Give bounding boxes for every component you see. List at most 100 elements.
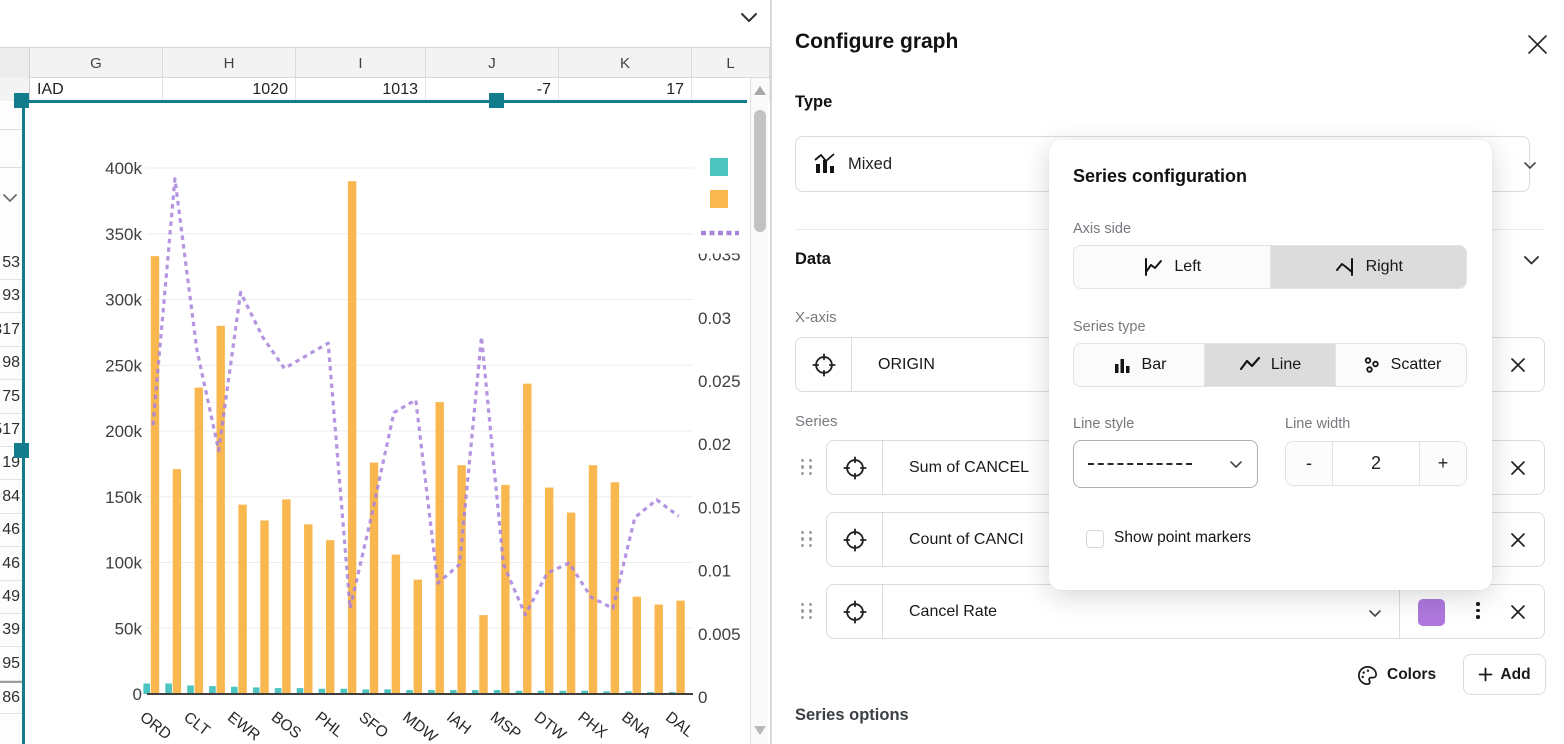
bar-orange[interactable] xyxy=(501,484,510,694)
bar-orange[interactable] xyxy=(216,325,225,694)
bar-orange[interactable] xyxy=(523,383,532,694)
bar-orange[interactable] xyxy=(632,596,641,694)
bar-orange[interactable] xyxy=(479,615,488,694)
sheet-cell[interactable]: -7 xyxy=(426,78,559,101)
column-header-I[interactable]: I xyxy=(296,48,426,78)
bar-teal[interactable] xyxy=(231,686,238,694)
bar-teal[interactable] xyxy=(603,691,610,694)
embedded-chart[interactable]: 400k 350k 300k 250k 200k 150k 100k 50k 0 0.035 0.0… xyxy=(25,103,747,744)
sheet-cell[interactable]: 1020 xyxy=(163,78,296,101)
bar-teal[interactable] xyxy=(450,690,457,694)
bar-orange[interactable] xyxy=(304,524,313,694)
colors-button[interactable]: Colors xyxy=(1356,660,1436,690)
bar-orange[interactable] xyxy=(545,487,554,694)
bar-orange[interactable] xyxy=(150,256,160,694)
bar-teal[interactable] xyxy=(274,688,282,694)
remove-series-button[interactable] xyxy=(1506,456,1530,480)
add-series-button[interactable]: Add xyxy=(1463,654,1546,695)
show-point-markers-checkbox[interactable] xyxy=(1086,530,1104,548)
decrease-width-button[interactable]: - xyxy=(1286,442,1332,485)
sheet-cell[interactable] xyxy=(692,78,770,101)
bar-orange[interactable] xyxy=(194,387,203,694)
line-style-select[interactable] xyxy=(1073,440,1258,488)
bar-orange[interactable] xyxy=(676,600,685,694)
line-width-value[interactable]: 2 xyxy=(1332,442,1420,485)
series-type-scatter-option[interactable]: Scatter xyxy=(1335,344,1466,386)
selection-handle-top-left[interactable] xyxy=(14,93,29,108)
bar-teal[interactable] xyxy=(515,690,523,694)
remove-x-axis-button[interactable] xyxy=(1506,353,1530,377)
clipped-cell-value: 75 xyxy=(0,381,22,414)
bar-orange[interactable] xyxy=(457,465,466,694)
bar-orange[interactable] xyxy=(435,402,444,694)
drag-handle[interactable] xyxy=(801,603,815,620)
legend-teal-swatch[interactable] xyxy=(710,158,728,176)
bar-teal[interactable] xyxy=(143,683,150,694)
bar-teal[interactable] xyxy=(209,686,216,694)
bar-teal[interactable] xyxy=(471,690,479,694)
bar-orange[interactable] xyxy=(282,499,291,694)
bar-teal[interactable] xyxy=(406,690,413,694)
drag-handle[interactable] xyxy=(801,531,815,548)
bar-orange[interactable] xyxy=(172,469,182,694)
series-color-swatch[interactable] xyxy=(1418,599,1445,626)
scroll-up-icon[interactable] xyxy=(754,86,766,95)
bar-teal[interactable] xyxy=(362,689,369,694)
selection-handle-top-middle[interactable] xyxy=(489,93,504,108)
bar-teal[interactable] xyxy=(340,688,348,694)
sheet-row[interactable]: IAD 1020 1013 -7 17 xyxy=(0,78,770,101)
bar-teal[interactable] xyxy=(165,683,172,694)
bar-orange[interactable] xyxy=(566,512,576,694)
clipped-cell-value: 86 xyxy=(0,681,22,715)
bar-teal[interactable] xyxy=(625,691,632,694)
bar-orange[interactable] xyxy=(610,482,620,694)
bar-teal[interactable] xyxy=(581,690,588,694)
bar-orange[interactable] xyxy=(391,554,401,694)
scroll-down-icon[interactable] xyxy=(754,726,766,735)
selection-handle-left-middle[interactable] xyxy=(14,443,29,458)
bar-teal[interactable] xyxy=(252,687,260,694)
scrollbar-thumb[interactable] xyxy=(754,110,766,232)
close-icon[interactable] xyxy=(1526,33,1549,56)
bar-orange[interactable] xyxy=(260,520,269,694)
bar-orange[interactable] xyxy=(347,181,357,694)
column-header-G[interactable]: G xyxy=(30,48,163,78)
bar-teal[interactable] xyxy=(493,690,501,694)
bar-teal[interactable] xyxy=(537,690,545,694)
sheet-cell[interactable]: 17 xyxy=(559,78,692,101)
column-header-H[interactable]: H xyxy=(163,48,296,78)
bar-orange[interactable] xyxy=(326,540,335,694)
remove-series-button[interactable] xyxy=(1506,528,1530,552)
bar-orange[interactable] xyxy=(588,465,598,694)
remove-series-button[interactable] xyxy=(1506,600,1530,624)
sheet-cell[interactable]: 1013 xyxy=(296,78,426,101)
legend-orange-swatch[interactable] xyxy=(710,190,728,208)
bar-teal[interactable] xyxy=(384,689,391,694)
series-type-line-option[interactable]: Line xyxy=(1204,344,1335,386)
column-header-L[interactable]: L xyxy=(692,48,770,78)
cancel-rate-line[interactable] xyxy=(151,177,680,617)
collapse-chevron-icon[interactable] xyxy=(740,12,758,23)
axis-right-option[interactable]: Right xyxy=(1269,246,1466,288)
vertical-scrollbar[interactable] xyxy=(750,78,768,744)
series-row-cancel-rate[interactable]: Cancel Rate xyxy=(826,584,1545,639)
bar-orange[interactable] xyxy=(654,604,663,694)
bar-teal[interactable] xyxy=(187,685,194,694)
series-type-bar-option[interactable]: Bar xyxy=(1074,344,1204,386)
cell-dropdown-chevron-icon[interactable] xyxy=(2,193,18,203)
data-collapse-chevron-icon[interactable] xyxy=(1523,255,1540,266)
bar-orange[interactable] xyxy=(413,579,422,694)
drag-handle[interactable] xyxy=(801,459,815,476)
column-header-J[interactable]: J xyxy=(426,48,559,78)
sheet-cell[interactable]: IAD xyxy=(30,78,163,101)
bar-teal[interactable] xyxy=(296,688,304,694)
column-header-K[interactable]: K xyxy=(559,48,692,78)
bar-teal[interactable] xyxy=(428,690,435,694)
increase-width-button[interactable]: + xyxy=(1420,442,1466,485)
bar-teal[interactable] xyxy=(559,690,567,694)
bar-orange[interactable] xyxy=(238,504,247,694)
axis-left-option[interactable]: Left xyxy=(1074,246,1270,288)
bar-teal[interactable] xyxy=(318,688,326,694)
bar-orange[interactable] xyxy=(369,462,379,694)
kebab-menu-icon[interactable] xyxy=(1471,602,1485,619)
